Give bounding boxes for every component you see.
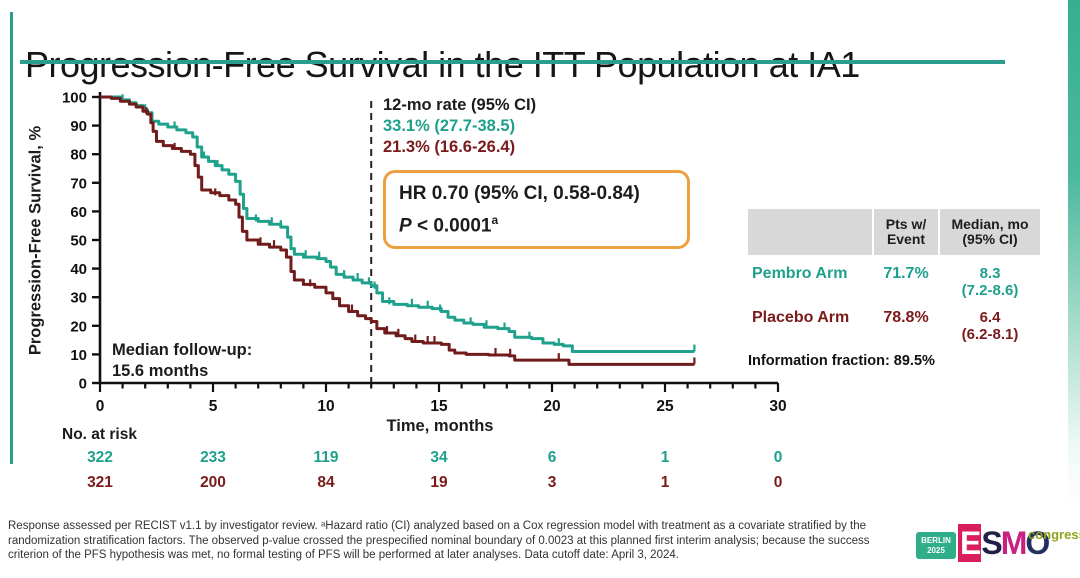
esmo-letter-o: O [1025,525,1050,561]
left-accent-rail [10,12,13,464]
svg-text:70: 70 [70,175,87,192]
esmo-letter-s: S [981,525,1002,561]
pembro-arm-label: Pembro Arm [752,265,848,282]
risk-count-placebo-month-5: 200 [200,474,226,491]
risk-count-placebo-month-30: 0 [773,474,783,491]
summary-table-row-placebo: Placebo Arm 78.8% 6.4 (6.2-8.1) [748,305,1040,343]
esmo-berlin-2025-badge: BERLIN 2025 [916,532,956,559]
median-followup-line1: Median follow-up: [112,341,253,359]
svg-text:25: 25 [656,398,674,415]
svg-text:30: 30 [70,290,87,307]
risk-count-placebo-month-25: 1 [660,474,670,491]
risk-count-pembro-month-30: 0 [773,449,783,466]
page-title: Progression-Free Survival in the ITT Pop… [25,44,860,86]
pembro-median: 8.3 (7.2-8.6) [961,265,1019,299]
median-followup-line2: 15.6 months [112,362,209,380]
svg-text:60: 60 [70,204,87,221]
p-footnote-marker: a [491,213,499,227]
risk-count-pembro-month-15: 34 [430,449,448,466]
x-axis-title: Time, months [386,417,494,435]
placebo-pts-event: 78.8% [883,309,929,326]
rate-annotation-pembro: 33.1% (27.7-38.5) [383,117,516,135]
svg-text:90: 90 [70,118,87,135]
number-at-risk-label: No. at risk [62,426,137,443]
km-plot: 0 10 20 30 40 50 60 70 80 90 100 0 5 10 15 20 25 30 [62,90,787,416]
right-accent-gradient-bar [1068,0,1080,505]
svg-text:20: 20 [543,398,560,415]
summary-table-header-row: Pts w/ Event Median, mo (95% CI) [748,209,1040,255]
placebo-arm-label: Placebo Arm [752,309,850,326]
svg-text:5: 5 [209,398,218,415]
esmo-congress-label: congress [1028,527,1080,542]
title-accent-rule [20,60,1005,64]
summary-table-header-pts-event: Pts w/ Event [874,209,938,255]
rate-annotation-placebo: 21.3% (16.6-26.4) [383,138,516,156]
risk-count-placebo-month-0: 321 [87,474,113,491]
risk-count-pembro-month-10: 119 [313,449,339,466]
esmo-letter-e: E [958,524,981,562]
svg-text:20: 20 [70,318,87,335]
risk-count-pembro-month-25: 1 [660,449,670,466]
svg-text:50: 50 [70,233,87,250]
risk-count-pembro-month-20: 6 [547,449,557,466]
information-fraction-note: Information fraction: 89.5% [748,353,935,369]
risk-count-pembro-month-5: 233 [200,449,226,466]
svg-text:10: 10 [70,347,87,364]
svg-text:10: 10 [317,398,334,415]
rate-annotation-header: 12-mo rate (95% CI) [383,96,537,114]
hazard-ratio-callout: HR 0.70 (95% CI, 0.58-0.84) P < 0.0001a [383,170,690,250]
svg-text:15: 15 [430,398,448,415]
y-axis-title: Progression-Free Survival, % [26,125,45,356]
risk-count-placebo-month-15: 19 [430,474,448,491]
summary-table-row-pembro: Pembro Arm 71.7% 8.3 (7.2-8.6) [748,261,1040,299]
pembro-pts-event: 71.7% [883,265,929,282]
summary-table: Pts w/ Event Median, mo (95% CI) Pembro … [748,209,1040,369]
risk-count-placebo-month-20: 3 [547,474,557,491]
svg-text:30: 30 [769,398,786,415]
median-followup-note: Median follow-up: 15.6 months [112,340,252,382]
summary-table-header-blank [748,209,872,255]
km-plot-container: 0 10 20 30 40 50 60 70 80 90 100 0 5 10 15 20 25 30 [60,85,800,419]
svg-text:100: 100 [62,90,87,107]
p-value: < 0.0001 [411,215,492,237]
rate-annotation: 12-mo rate (95% CI) 33.1% (27.7-38.5) 21… [383,95,536,158]
risk-count-placebo-month-10: 84 [317,474,335,491]
footnote: Response assessed per RECIST v1.1 by inv… [8,520,870,561]
hazard-ratio-line: HR 0.70 (95% CI, 0.58-0.84) [399,183,640,204]
esmo-letter-m: M [1000,525,1028,561]
svg-text:80: 80 [70,147,87,164]
svg-text:0: 0 [79,376,87,393]
p-value-line: P < 0.0001a [399,207,674,239]
svg-text:0: 0 [96,398,105,415]
summary-table-header-median: Median, mo (95% CI) [940,209,1040,255]
svg-text:40: 40 [70,261,87,278]
p-label: P [399,215,412,237]
risk-count-pembro-month-0: 322 [87,449,113,466]
placebo-median: 6.4 (6.2-8.1) [961,309,1019,343]
